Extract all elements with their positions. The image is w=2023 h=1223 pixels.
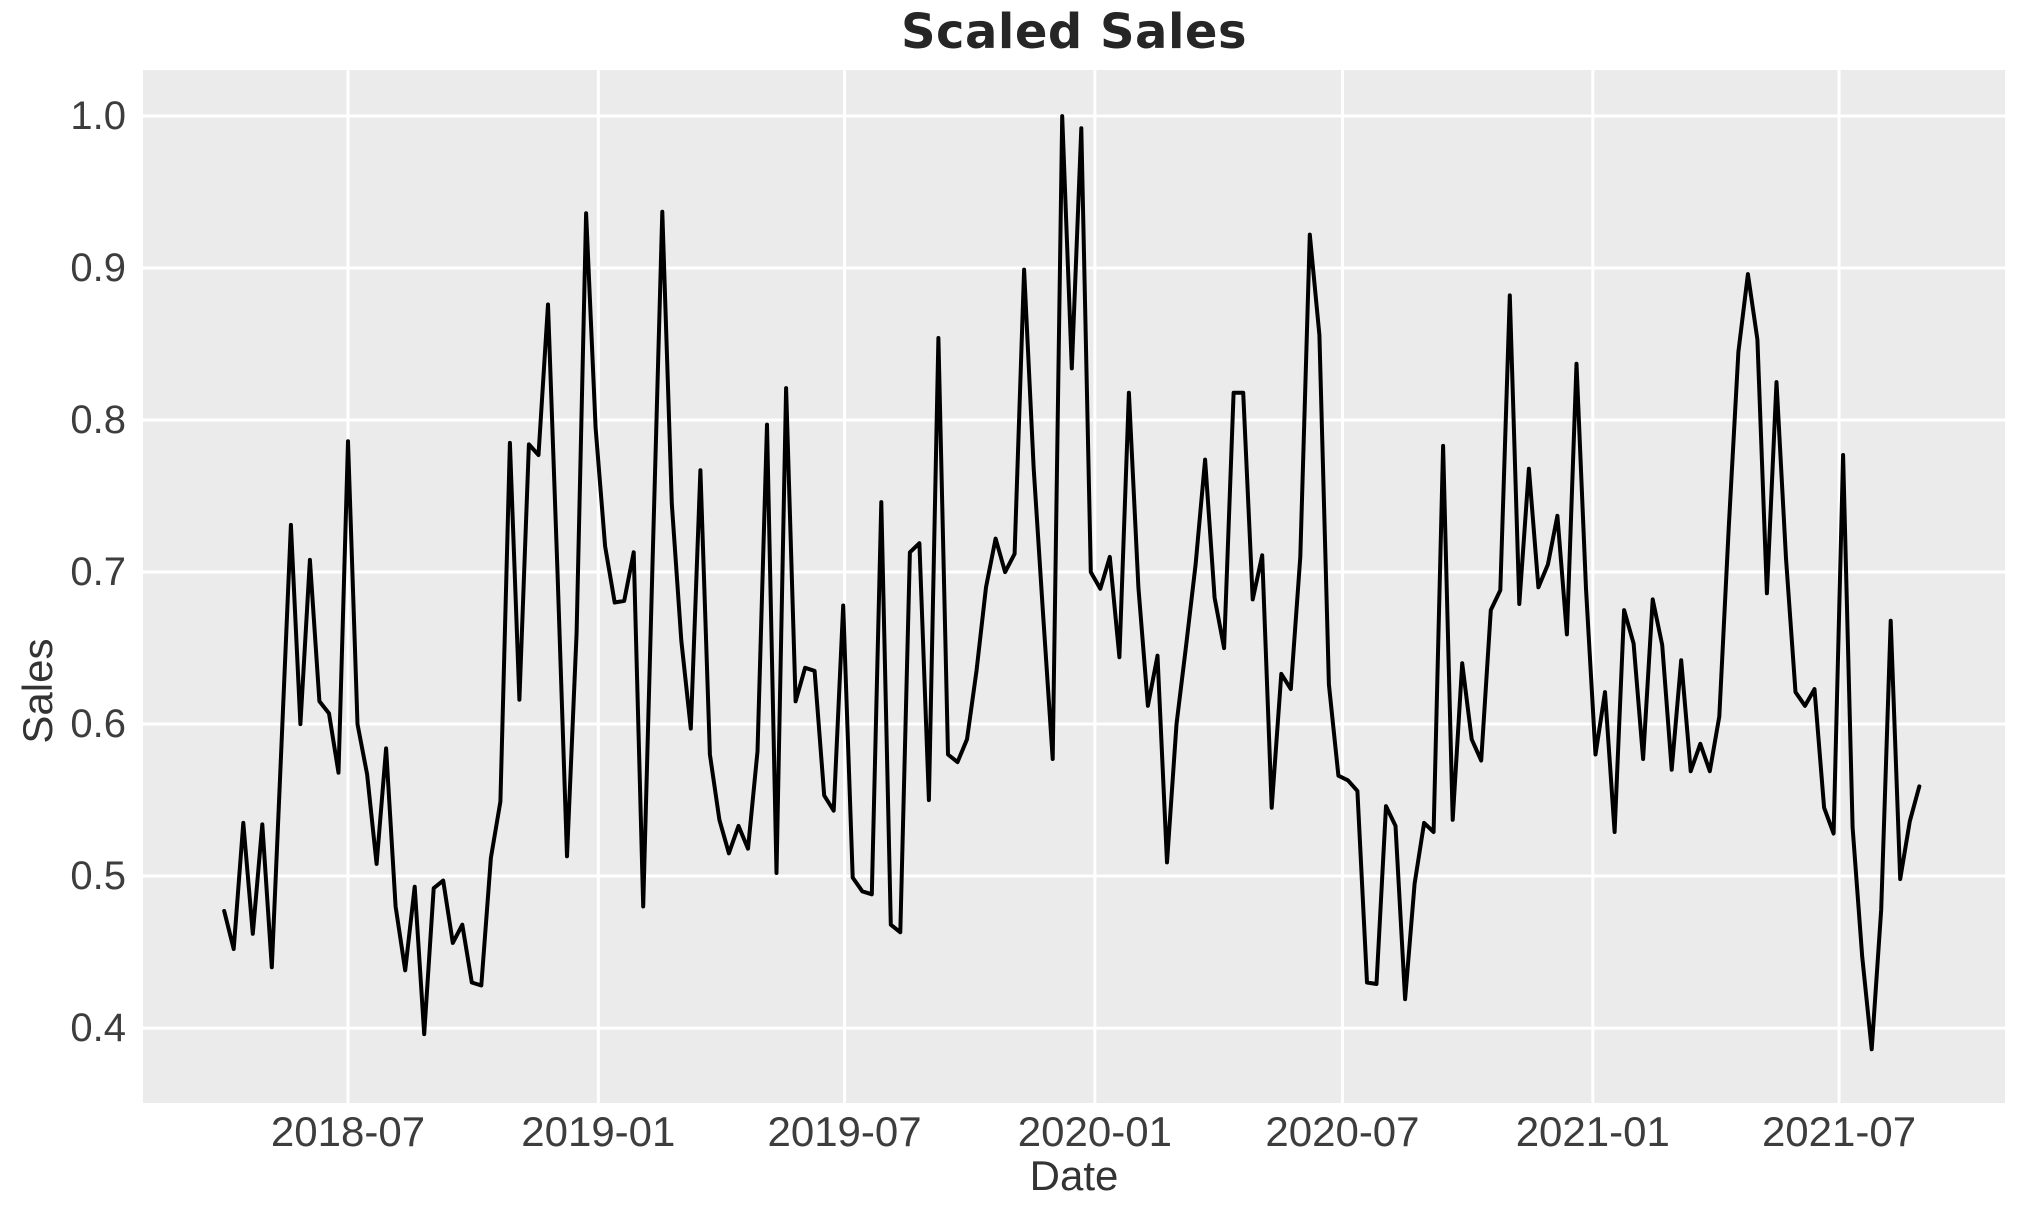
y-axis-label: Sales <box>14 638 61 744</box>
y-tick-label: 0.9 <box>70 246 126 291</box>
x-tick-label: 2020-07 <box>1265 1108 1420 1155</box>
y-tick-label: 0.6 <box>70 702 126 747</box>
plot-area <box>143 70 2005 1103</box>
y-tick-label: 0.8 <box>70 398 126 443</box>
y-tick-label: 1.0 <box>70 94 126 139</box>
sales-line-series <box>222 114 1922 1052</box>
chart-svg <box>143 70 2005 1103</box>
x-tick-label: 2018-07 <box>270 1108 426 1155</box>
y-tick-label: 0.5 <box>70 854 126 899</box>
chart-title: Scaled Sales <box>900 4 1248 60</box>
y-tick-label: 0.4 <box>70 1006 126 1051</box>
x-tick-label: 2019-07 <box>767 1108 922 1155</box>
x-tick-label: 2020-01 <box>1017 1108 1172 1155</box>
x-axis-label: Date <box>1029 1152 1119 1199</box>
x-tick-label: 2021-07 <box>1761 1108 1917 1155</box>
x-tick-label: 2021-01 <box>1515 1108 1670 1155</box>
y-tick-label: 0.7 <box>70 550 126 595</box>
x-tick-label: 2019-01 <box>521 1108 676 1155</box>
